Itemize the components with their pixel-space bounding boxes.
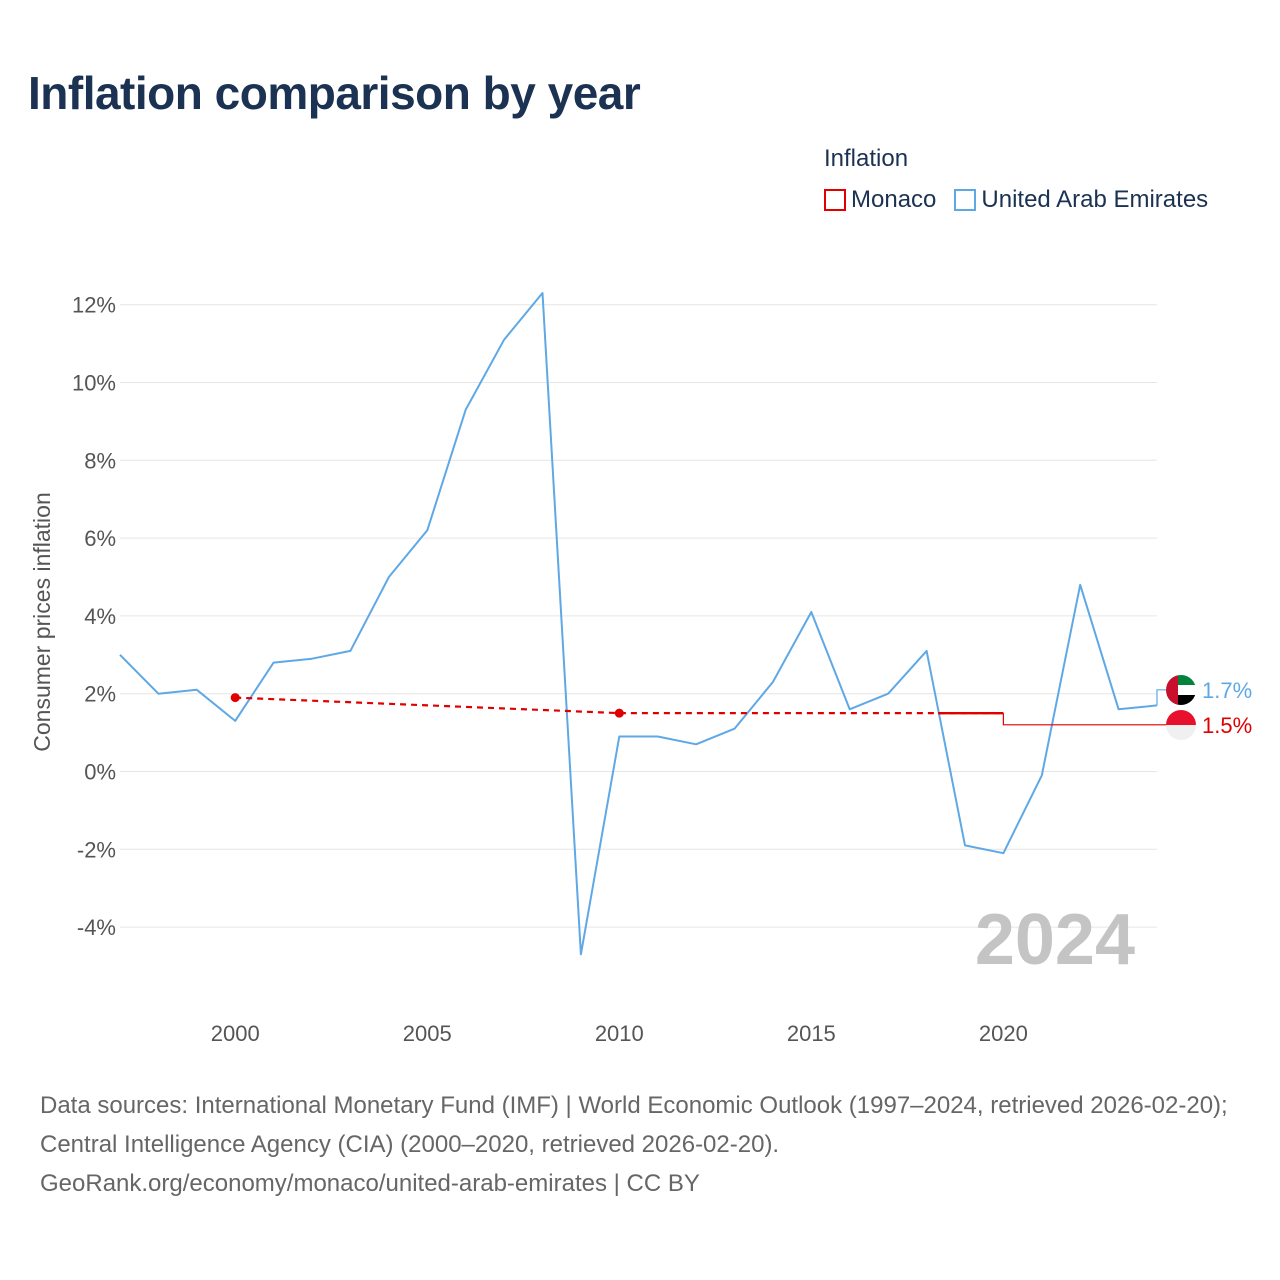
y-axis-label: Consumer prices inflation: [29, 492, 55, 752]
year-watermark: 2024: [975, 900, 1135, 980]
footer: Data sources: International Monetary Fun…: [40, 1086, 1250, 1203]
flag-uae-white: [1166, 685, 1196, 695]
line-chart: -4% -2% 0% 2% 4% 6% 8% 10% 12% 2000 2005 2010 2015 20…: [29, 292, 1252, 1046]
y-tick-label: 8%: [84, 448, 116, 473]
flag-uae-red: [1166, 675, 1178, 705]
legend-swatch-uae: [954, 189, 977, 211]
x-tick-label: 2005: [403, 1021, 452, 1046]
series-step-monaco: [1002, 713, 1169, 726]
x-tick-label: 2020: [979, 1021, 1028, 1046]
flag-monaco: [1166, 710, 1196, 740]
end-label-uae: 1.7%: [1202, 678, 1252, 703]
x-tick-label: 2015: [787, 1021, 836, 1046]
y-tick-label: 6%: [84, 526, 116, 551]
chart-title: Inflation comparison by year: [28, 67, 641, 119]
end-label-monaco: 1.5%: [1202, 713, 1252, 738]
series-connector-uae: [1156, 689, 1167, 706]
x-tick-label: 2010: [595, 1021, 644, 1046]
y-tick-label: 12%: [72, 293, 116, 318]
source-link[interactable]: GeoRank.org/economy/monaco/united-arab-e…: [40, 1170, 700, 1197]
flag-monaco-red: [1166, 710, 1196, 725]
y-tick-label: 0%: [84, 760, 116, 785]
flag-uae: [1166, 675, 1196, 705]
data-point-monaco: [614, 708, 624, 718]
legend: Monaco United Arab Emirates: [824, 186, 1226, 214]
flag-monaco-white: [1166, 725, 1196, 740]
series-line-monaco: [235, 696, 1004, 715]
legend-item-monaco[interactable]: Monaco: [824, 186, 936, 214]
series-layer: [119, 292, 1169, 956]
series-line-uae: [119, 292, 1158, 956]
legend-label-monaco: Monaco: [851, 186, 937, 213]
data-sources: Data sources: International Monetary Fun…: [40, 1092, 1228, 1158]
y-tick-label: 2%: [84, 682, 116, 707]
y-tick-label: -2%: [77, 837, 116, 862]
flag-uae-black: [1166, 695, 1196, 705]
legend-swatch-monaco: [824, 189, 846, 211]
flag-uae-green: [1166, 675, 1196, 685]
end-markers: 1.7% 1.5%: [1166, 675, 1252, 740]
legend-item-uae[interactable]: United Arab Emirates: [954, 186, 1208, 214]
y-tick-label: 4%: [84, 604, 116, 629]
y-tick-label: -4%: [77, 915, 116, 940]
data-point-monaco: [230, 693, 240, 703]
x-tick-label: 2000: [211, 1021, 260, 1046]
y-tick-label: 10%: [72, 371, 116, 396]
legend-title: Inflation: [824, 145, 909, 172]
legend-label-uae: United Arab Emirates: [981, 186, 1209, 213]
